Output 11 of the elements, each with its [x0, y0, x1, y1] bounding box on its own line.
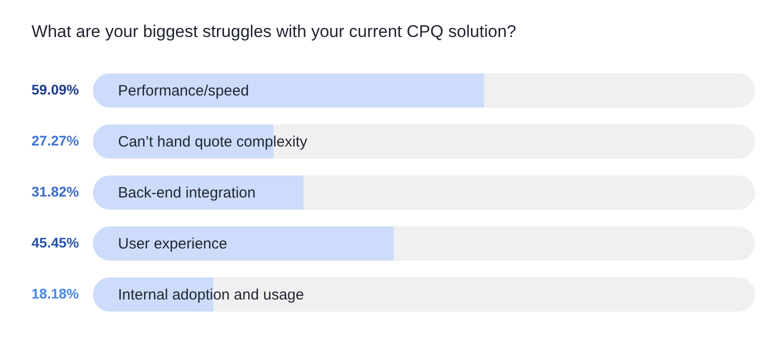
data-label: 27.27% — [32, 132, 80, 148]
chart-title: What are your biggest struggles with your current CPQ solution? — [32, 22, 516, 41]
data-label: 18.18% — [32, 286, 80, 302]
y-tick-label: Internal adoption and usage — [118, 286, 304, 304]
data-label: 59.09% — [32, 82, 80, 98]
data-label: 45.45% — [32, 234, 80, 250]
y-tick-label: Back-end integration — [118, 184, 256, 202]
y-tick-label: Can’t hand quote complexity — [118, 134, 308, 150]
y-tick-label: Performance/speed — [118, 82, 249, 100]
data-label: 31.82% — [32, 184, 80, 200]
y-tick-label: User experience — [118, 236, 228, 252]
